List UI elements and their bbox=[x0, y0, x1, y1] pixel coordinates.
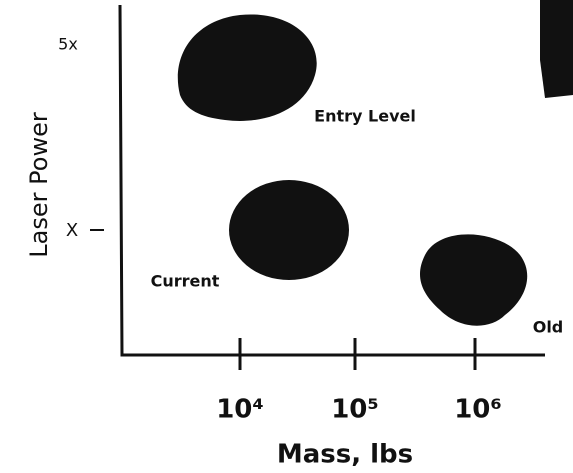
current-region bbox=[229, 180, 349, 280]
region-label: Entry Level bbox=[314, 107, 416, 126]
region-label: Current bbox=[151, 272, 220, 291]
y-tick-label: X bbox=[66, 220, 78, 241]
y-tick-label: 5x bbox=[58, 35, 78, 54]
x-axis-label: Mass, lbs bbox=[277, 440, 413, 470]
old-region bbox=[420, 234, 528, 326]
y-axis-label: Laser Power bbox=[25, 112, 53, 258]
axes-lines bbox=[118, 4, 545, 357]
entry-level-region bbox=[177, 14, 317, 121]
scan-artifact bbox=[540, 0, 573, 98]
x-tick-label: 10⁴ bbox=[216, 395, 264, 425]
x-tick-label: 10⁵ bbox=[331, 395, 379, 425]
x-tick-label: 10⁶ bbox=[454, 395, 502, 425]
region-label: Old bbox=[533, 318, 564, 337]
